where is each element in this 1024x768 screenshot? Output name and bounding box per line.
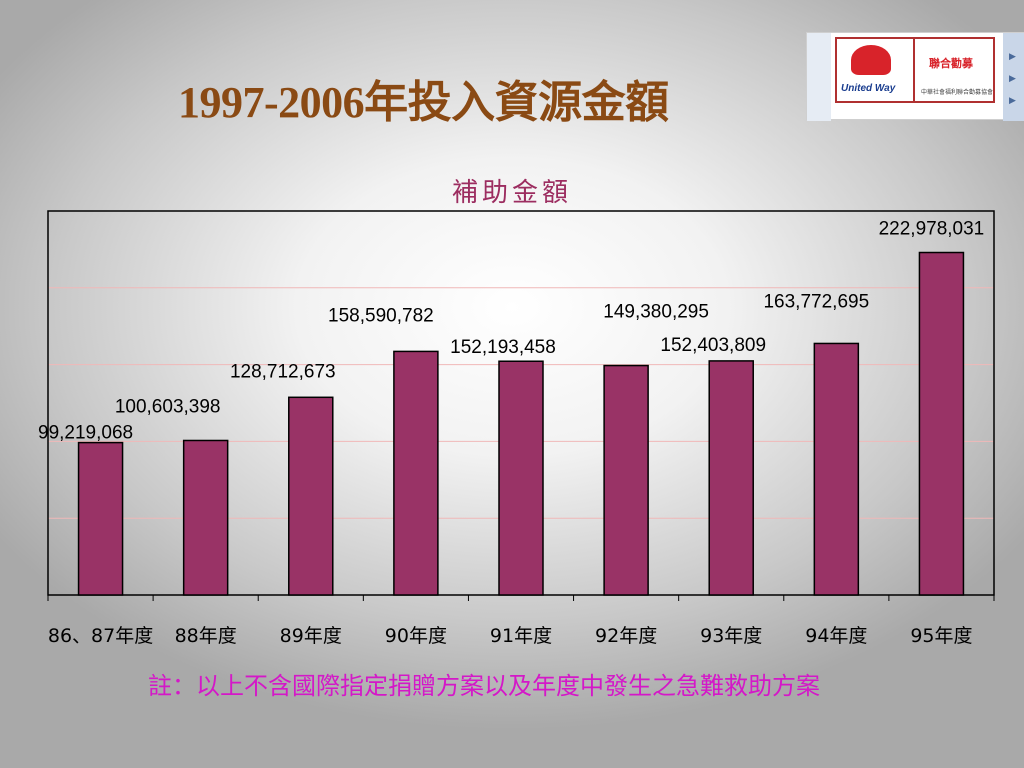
data-label: 163,772,695 <box>763 291 869 312</box>
data-label: 152,403,809 <box>660 335 766 356</box>
x-tick-label: 95年度 <box>910 625 972 647</box>
bar <box>77 441 124 596</box>
bar <box>182 439 229 596</box>
footnote: 註：以上不含國際指定捐贈方案以及年度中發生之急難救助方案 <box>148 672 820 700</box>
data-label: 222,978,031 <box>879 219 985 240</box>
data-label: 149,380,295 <box>603 302 709 323</box>
x-tick-label: 94年度 <box>805 625 867 647</box>
x-tick-label: 86、87年度 <box>48 625 153 647</box>
x-tick-label: 88年度 <box>175 625 237 647</box>
united-way-hand-icon <box>851 45 891 75</box>
bar <box>708 360 754 596</box>
logo-cn-name: 聯合勸募 <box>929 58 973 70</box>
x-tick-label: 91年度 <box>490 625 552 647</box>
logo-cn-org: 中華社會福利聯合勸募協會 <box>921 90 994 96</box>
united-way-logo: United Way 聯合勸募 中華社會福利聯合勸募協會 ▶ ▶ ▶ <box>806 32 1024 121</box>
logo-brand-text: United Way <box>841 83 896 94</box>
bar <box>813 342 860 596</box>
x-tick-label: 93年度 <box>700 625 762 647</box>
data-label: 100,603,398 <box>115 396 221 417</box>
data-label: 99,219,068 <box>38 423 133 444</box>
slide-title: 1997-2006年投入資源金額 <box>178 78 669 127</box>
bar <box>918 251 965 596</box>
data-label: 128,712,673 <box>230 361 336 382</box>
bar <box>288 396 334 596</box>
x-tick-label: 89年度 <box>280 625 342 647</box>
bar <box>498 360 544 596</box>
data-label: 158,590,782 <box>328 305 434 326</box>
bar <box>393 350 439 596</box>
data-label: 152,193,458 <box>450 337 556 358</box>
bar <box>603 364 649 596</box>
x-tick-label: 90年度 <box>385 625 447 647</box>
x-tick-label: 92年度 <box>595 625 657 647</box>
chart-title: 補助金額 <box>451 178 572 208</box>
